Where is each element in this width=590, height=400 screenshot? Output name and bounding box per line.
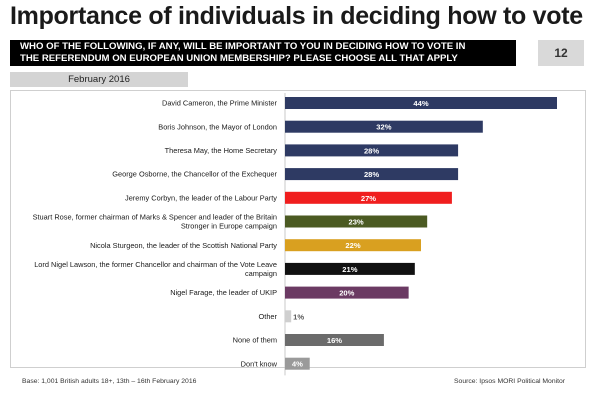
bar-value-label-3: 28%: [364, 170, 379, 179]
category-label-line-10-0: None of them: [233, 336, 277, 345]
bar-11: [285, 357, 310, 370]
bar-value-label-4: 27%: [361, 194, 376, 203]
bar-value-label-10: 16%: [327, 336, 342, 345]
page-number: 12: [538, 40, 584, 66]
category-label-0: David Cameron, the Prime Minister: [162, 99, 278, 108]
page-title: Importance of individuals in deciding ho…: [10, 2, 583, 30]
category-label-11: Don't know: [241, 359, 278, 368]
period-label: February 2016: [10, 72, 188, 87]
bar-2: [285, 144, 459, 157]
category-label-line-2-0: Theresa May, the Home Secretary: [165, 146, 278, 155]
bar-10: [285, 334, 384, 346]
category-label-9: Other: [259, 312, 278, 321]
category-label-line-0-0: David Cameron, the Prime Minister: [162, 99, 278, 108]
category-label-line-3-0: George Osborne, the Chancellor of the Ex…: [112, 170, 277, 179]
bar-3: [285, 168, 459, 181]
bar-value-label-9: 1%: [293, 312, 304, 321]
bar-value-label-1: 32%: [376, 123, 391, 132]
category-label-line-5-0: Stuart Rose, former chairman of Marks & …: [33, 213, 277, 222]
bar-value-label-11: 4%: [292, 360, 303, 369]
bar-value-label-5: 23%: [348, 218, 363, 227]
footer-base-note: Base: 1,001 British adults 18+, 13th – 1…: [22, 378, 197, 385]
bar-5: [285, 215, 428, 228]
question-banner: WHO OF THE FOLLOWING, IF ANY, WILL BE IM…: [10, 40, 516, 66]
category-label-5: Stuart Rose, former chairman of Marks & …: [33, 213, 277, 231]
category-label-line-4-0: Jeremy Corbyn, the leader of the Labour …: [125, 193, 277, 202]
category-label-1: Boris Johnson, the Mayor of London: [158, 122, 277, 131]
category-label-line-7-1: campaign: [245, 269, 277, 278]
bar-4: [285, 191, 452, 204]
category-label-line-5-1: Stronger in Europe campaign: [181, 222, 277, 231]
category-label-line-1-0: Boris Johnson, the Mayor of London: [158, 122, 277, 131]
bar-value-label-0: 44%: [413, 99, 428, 108]
bar-value-label-2: 28%: [364, 146, 379, 155]
bar-1: [285, 120, 483, 133]
category-label-line-11-0: Don't know: [241, 359, 278, 368]
bar-value-label-8: 20%: [339, 289, 354, 298]
category-label-7: Lord Nigel Lawson, the former Chancellor…: [34, 260, 277, 278]
category-label-line-8-0: Nigel Farage, the leader of UKIP: [170, 288, 277, 297]
footer-source-note: Source: Ipsos MORI Political Monitor: [454, 378, 566, 385]
category-label-6: Nicola Sturgeon, the leader of the Scott…: [90, 241, 277, 250]
category-label-4: Jeremy Corbyn, the leader of the Labour …: [125, 193, 277, 202]
bar-value-label-7: 21%: [342, 265, 357, 274]
question-line-2: THE REFERENDUM ON EUROPEAN UNION MEMBERS…: [20, 53, 458, 64]
category-label-8: Nigel Farage, the leader of UKIP: [170, 288, 277, 297]
bar-value-label-6: 22%: [345, 241, 360, 250]
bar-9: [285, 310, 292, 323]
category-label-line-7-0: Lord Nigel Lawson, the former Chancellor…: [34, 260, 277, 269]
bar-6: [285, 239, 421, 252]
question-line-1: WHO OF THE FOLLOWING, IF ANY, WILL BE IM…: [20, 41, 466, 52]
category-label-10: None of them: [233, 336, 277, 345]
bar-0: [285, 97, 557, 109]
category-label-line-9-0: Other: [259, 312, 278, 321]
category-label-2: Theresa May, the Home Secretary: [165, 146, 278, 155]
bar-7: [285, 262, 415, 275]
category-label-line-6-0: Nicola Sturgeon, the leader of the Scott…: [90, 241, 277, 250]
bar-8: [285, 286, 409, 299]
category-label-3: George Osborne, the Chancellor of the Ex…: [112, 170, 277, 179]
